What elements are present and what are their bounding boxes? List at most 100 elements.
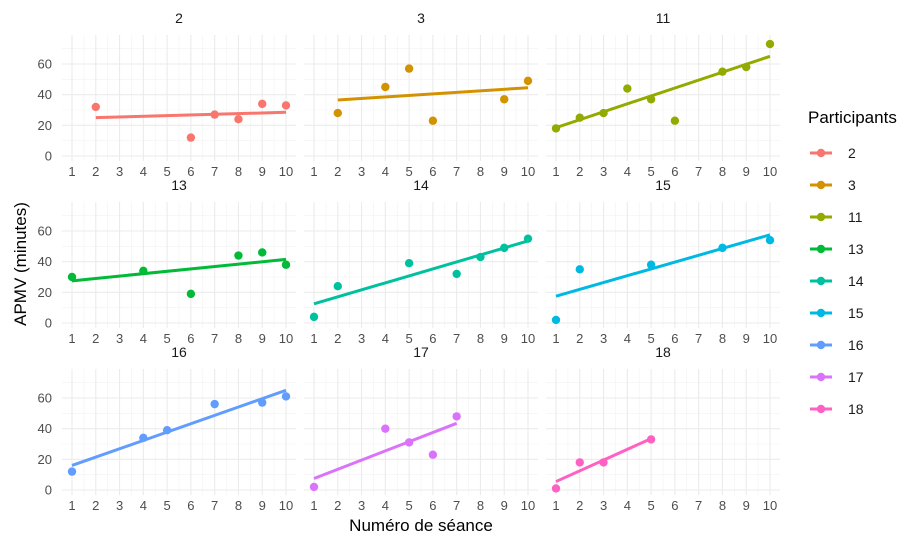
data-point-13 xyxy=(281,260,291,269)
trend-line-11 xyxy=(555,54,771,130)
x-tick-label: 9 xyxy=(743,331,750,346)
x-tick-label: 1 xyxy=(310,498,317,513)
trend-line-13 xyxy=(71,257,287,283)
data-point-18 xyxy=(551,484,561,493)
x-tick-label: 3 xyxy=(116,164,123,179)
legend-label-2: 2 xyxy=(848,145,856,161)
x-tick-label: 8 xyxy=(477,164,484,179)
x-tick-label: 1 xyxy=(68,164,75,179)
x-tick-label: 7 xyxy=(453,498,460,513)
x-tick-label: 7 xyxy=(695,164,702,179)
x-tick-label: 4 xyxy=(382,331,389,346)
data-point-13 xyxy=(139,266,148,276)
x-tick-label: 3 xyxy=(600,498,607,513)
data-point-16 xyxy=(139,433,148,443)
x-tick-label: 4 xyxy=(140,164,147,179)
x-tick-label: 2 xyxy=(334,498,341,513)
x-tick-label: 8 xyxy=(719,164,726,179)
x-tick-label: 7 xyxy=(211,498,218,513)
x-tick-label: 5 xyxy=(647,331,654,346)
x-tick-label: 4 xyxy=(140,498,147,513)
y-tick-label: 0 xyxy=(45,316,52,331)
x-tick-label: 5 xyxy=(647,498,654,513)
data-point-11 xyxy=(742,62,751,72)
x-tick-label: 6 xyxy=(429,331,436,346)
legend-label-15: 15 xyxy=(848,305,864,321)
x-tick-label: 8 xyxy=(719,498,726,513)
legend-label-11: 11 xyxy=(848,209,863,225)
legend-label-3: 3 xyxy=(848,177,856,193)
x-tick-label: 8 xyxy=(719,331,726,346)
legend-key-point-17 xyxy=(816,372,826,382)
trend-line-16 xyxy=(71,388,287,467)
x-tick-label: 8 xyxy=(235,498,242,513)
data-point-11 xyxy=(765,39,775,49)
data-point-18 xyxy=(646,435,656,444)
x-axis-title: Numéro de séance xyxy=(349,516,493,535)
data-point-2 xyxy=(91,102,100,112)
facet-title-16: 16 xyxy=(171,344,187,360)
x-tick-label: 9 xyxy=(501,498,508,513)
data-point-15 xyxy=(575,265,584,274)
y-tick-label: 40 xyxy=(38,421,52,436)
x-tick-label: 3 xyxy=(116,498,123,513)
x-tick-label: 10 xyxy=(279,164,293,179)
data-point-16 xyxy=(258,398,267,407)
x-tick-label: 5 xyxy=(405,498,412,513)
trend-line-2 xyxy=(95,110,287,120)
x-tick-label: 2 xyxy=(92,498,99,513)
x-tick-label: 5 xyxy=(163,331,170,346)
x-tick-label: 7 xyxy=(453,164,460,179)
x-tick-label: 5 xyxy=(647,164,654,179)
x-tick-label: 6 xyxy=(671,498,678,513)
x-tick-label: 10 xyxy=(521,164,535,179)
facet-title-3: 3 xyxy=(417,10,425,26)
x-tick-label: 2 xyxy=(576,164,583,179)
x-tick-label: 5 xyxy=(405,164,412,179)
x-tick-label: 10 xyxy=(521,498,535,513)
x-tick-label: 5 xyxy=(163,498,170,513)
x-tick-label: 9 xyxy=(259,331,266,346)
y-tick-label: 20 xyxy=(38,452,52,467)
x-tick-label: 4 xyxy=(624,331,631,346)
data-point-13 xyxy=(186,289,196,299)
legend-label-14: 14 xyxy=(848,273,864,289)
data-point-13 xyxy=(67,272,77,282)
data-point-14 xyxy=(452,269,461,279)
y-tick-label: 60 xyxy=(38,391,52,406)
x-tick-label: 6 xyxy=(671,331,678,346)
y-tick-label: 60 xyxy=(38,57,52,72)
x-tick-label: 6 xyxy=(429,498,436,513)
x-tick-label: 9 xyxy=(743,498,750,513)
data-point-16 xyxy=(162,426,172,435)
x-tick-label: 9 xyxy=(501,331,508,346)
data-point-14 xyxy=(333,282,342,291)
x-tick-label: 9 xyxy=(501,164,508,179)
x-tick-label: 1 xyxy=(68,331,75,346)
x-tick-label: 2 xyxy=(334,164,341,179)
data-point-11 xyxy=(718,67,727,76)
legend-key-point-13 xyxy=(816,244,826,254)
data-point-18 xyxy=(599,458,608,467)
x-tick-label: 1 xyxy=(68,498,75,513)
data-point-14 xyxy=(523,234,533,243)
x-tick-label: 1 xyxy=(310,331,317,346)
x-tick-label: 8 xyxy=(235,164,242,179)
data-point-11 xyxy=(575,113,584,122)
trend-line-14 xyxy=(313,239,529,306)
x-tick-label: 2 xyxy=(92,164,99,179)
x-tick-label: 6 xyxy=(187,164,194,179)
y-tick-label: 60 xyxy=(38,224,52,239)
data-point-15 xyxy=(765,236,775,245)
legend-key-point-14 xyxy=(816,276,826,286)
legend-key-point-3 xyxy=(816,180,826,190)
data-point-11 xyxy=(551,124,561,133)
x-tick-label: 9 xyxy=(259,164,266,179)
x-tick-label: 3 xyxy=(358,498,365,513)
x-tick-label: 8 xyxy=(477,331,484,346)
data-point-2 xyxy=(258,99,267,109)
y-tick-label: 40 xyxy=(38,254,52,269)
x-tick-label: 10 xyxy=(279,331,293,346)
legend-key-point-15 xyxy=(816,308,826,318)
facet-title-2: 2 xyxy=(175,10,183,26)
